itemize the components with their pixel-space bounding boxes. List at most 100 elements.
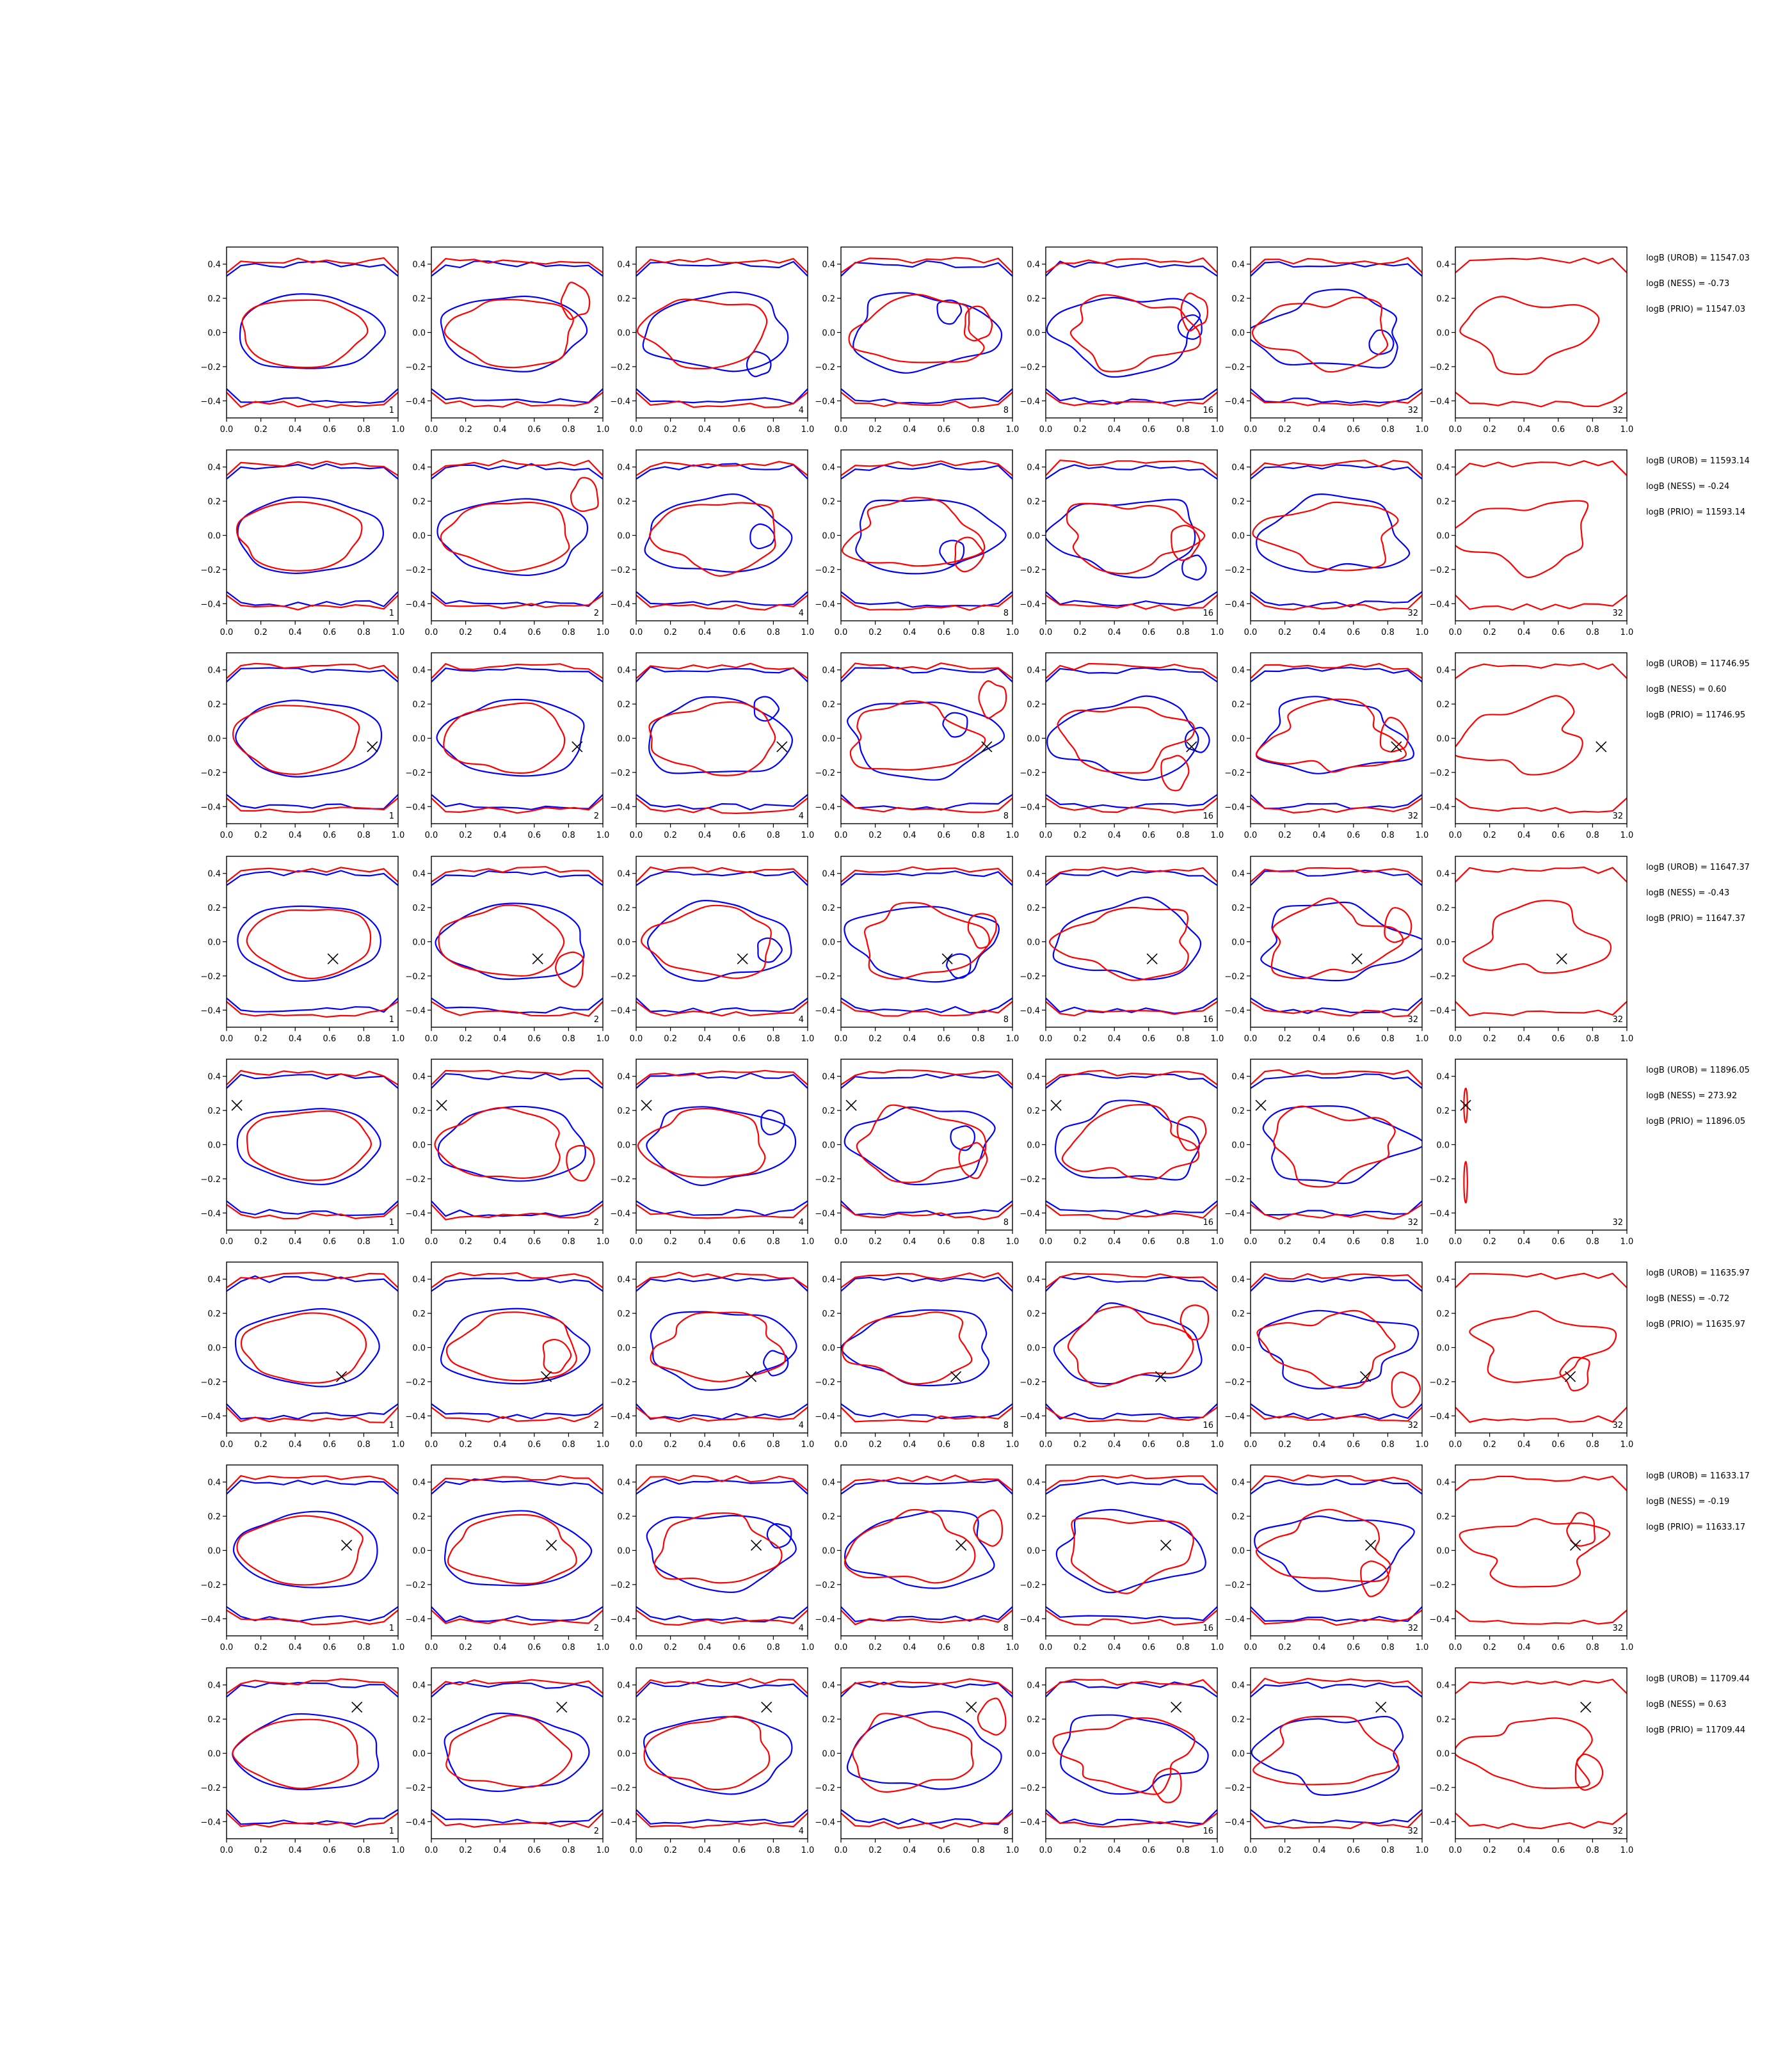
logb-annotation: logB (NESS) = 273.92 — [1646, 1091, 1737, 1101]
x-tick-label: 0.0 — [1449, 1440, 1462, 1450]
y-tick-label: −0.4 — [1020, 397, 1040, 406]
y-tick-label: 0.2 — [822, 497, 835, 507]
red-small-contour — [555, 951, 584, 988]
x-tick-label: 0.0 — [1039, 1846, 1053, 1855]
x-tick-label: 0.4 — [1313, 1846, 1326, 1855]
x-tick-label: 0.4 — [698, 628, 712, 637]
x-tick-label: 0.2 — [1073, 1440, 1087, 1450]
x-tick-label: 0.6 — [937, 425, 950, 435]
panel-r2-c2: 0.0 0.2 0.4 0.6 0.8 1.0 −0.4 −0.2 0.0 0.2 0.4 2 — [405, 449, 609, 637]
x-tick-label: 1.0 — [392, 831, 405, 840]
blue-edge-contour — [1046, 1606, 1217, 1621]
y-tick-label: 0.0 — [617, 1750, 630, 1759]
red-edge-contour — [1046, 595, 1217, 611]
contour-layer — [227, 1678, 398, 1828]
blue-small-contour — [942, 712, 968, 738]
blue-edge-contour — [431, 591, 603, 607]
x-tick-label: 0.4 — [1517, 1846, 1531, 1855]
y-tick-label: 0.2 — [1436, 904, 1450, 913]
panel-number: 16 — [1203, 812, 1213, 821]
x-tick-label: 1.0 — [1416, 425, 1429, 435]
x-tick-label: 0.6 — [527, 1237, 541, 1247]
blue-inner-contour — [232, 1510, 378, 1588]
blue-edge-contour — [1251, 1809, 1422, 1825]
x-tick-label: 1.0 — [1211, 628, 1224, 637]
y-tick-label: 0.2 — [1027, 904, 1040, 913]
red-edge-contour — [227, 797, 398, 813]
y-tick-label: −0.4 — [610, 1818, 630, 1827]
red-edge-contour — [636, 662, 808, 679]
x-tick-label: 0.0 — [220, 1846, 234, 1855]
panel-number: 32 — [1407, 1624, 1418, 1633]
y-tick-label: −0.2 — [815, 1175, 835, 1185]
y-tick-label: 0.0 — [1436, 329, 1450, 339]
y-tick-label: 0.4 — [1231, 463, 1245, 473]
x-tick-label: 0.8 — [972, 628, 985, 637]
contour-layer — [1455, 1272, 1627, 1423]
y-tick-label: 0.2 — [207, 1512, 221, 1522]
x-marker — [1186, 741, 1197, 753]
contour-layer — [841, 257, 1012, 409]
red-inner-contour — [1052, 1717, 1196, 1795]
x-tick-label: 0.4 — [698, 1034, 712, 1044]
panel-number: 32 — [1612, 1421, 1623, 1430]
blue-edge-contour — [431, 463, 603, 480]
axes-frame — [1250, 1059, 1423, 1231]
y-tick-label: 0.2 — [1231, 1107, 1245, 1116]
red-edge-contour — [1046, 460, 1217, 476]
red-inner-contour — [445, 1715, 573, 1788]
panel-number: 2 — [594, 406, 599, 415]
x-tick-label: 0.2 — [254, 1643, 268, 1652]
y-tick-label: 0.4 — [822, 1478, 835, 1488]
panel-r3-c3: 0.0 0.2 0.4 0.6 0.8 1.0 −0.4 −0.2 0.0 0.2 0.4 4 — [610, 652, 814, 840]
blue-edge-contour — [1251, 1478, 1422, 1495]
panel-number: 32 — [1407, 1827, 1418, 1836]
panel-r3-c4: 0.0 0.2 0.4 0.6 0.8 1.0 −0.4 −0.2 0.0 0.2 0.4 8 — [815, 652, 1019, 840]
panel-r2-c4: 0.0 0.2 0.4 0.6 0.8 1.0 −0.4 −0.2 0.0 0.2 0.4 8 — [815, 449, 1019, 637]
y-tick-label: 0.4 — [207, 1073, 221, 1082]
axes-frame — [431, 1464, 604, 1636]
x-tick-label: 0.0 — [630, 1034, 643, 1044]
blue-inner-contour — [235, 700, 383, 778]
blue-inner-contour — [440, 1308, 591, 1385]
red-edge-contour — [227, 1407, 398, 1423]
x-tick-label: 0.2 — [664, 425, 677, 435]
red-edge-contour — [841, 1272, 1012, 1288]
y-tick-label: 0.0 — [412, 1750, 426, 1759]
blue-inner-contour — [1053, 1302, 1203, 1385]
y-tick-label: −0.4 — [405, 397, 426, 406]
y-tick-label: −0.2 — [405, 769, 426, 778]
x-tick-label: 1.0 — [1416, 831, 1429, 840]
x-tick-label: 0.4 — [493, 1237, 507, 1247]
x-tick-label: 1.0 — [1416, 1440, 1429, 1450]
panel-number: 1 — [389, 1218, 394, 1228]
red-edge-contour — [1455, 1407, 1627, 1423]
contour-layer — [841, 1475, 1012, 1626]
red-inner-contour — [438, 904, 565, 977]
x-tick-label: 0.0 — [425, 831, 438, 840]
red-inner-contour — [852, 1713, 974, 1793]
red-inner-contour — [848, 294, 985, 364]
x-tick-label: 0.8 — [1381, 1440, 1395, 1450]
x-tick-label: 0.6 — [937, 1643, 950, 1652]
x-marker — [1351, 953, 1363, 964]
blue-small-contour — [936, 300, 963, 325]
red-inner-contour — [641, 904, 772, 979]
x-tick-label: 0.4 — [289, 831, 302, 840]
panel-number: 8 — [1004, 406, 1009, 415]
x-tick-label: 0.6 — [732, 1237, 746, 1247]
x-tick-label: 1.0 — [801, 628, 815, 637]
y-tick-label: 0.0 — [207, 1750, 221, 1759]
blue-inner-contour — [1254, 1516, 1415, 1592]
red-edge-contour — [431, 1204, 603, 1220]
y-tick-label: 0.4 — [822, 1681, 835, 1691]
y-tick-label: 0.0 — [412, 735, 426, 744]
x-tick-label: 0.4 — [903, 1643, 916, 1652]
panel-r8-c5: 0.0 0.2 0.4 0.6 0.8 1.0 −0.4 −0.2 0.0 0.2 0.4 16 — [1020, 1667, 1224, 1855]
panel-r1-c6: 0.0 0.2 0.4 0.6 0.8 1.0 −0.4 −0.2 0.0 0.2 0.4 32 — [1224, 246, 1429, 435]
x-tick-label: 0.4 — [903, 425, 916, 435]
panel-r1-c5: 0.0 0.2 0.4 0.6 0.8 1.0 −0.4 −0.2 0.0 0.2 0.4 16 — [1020, 246, 1224, 435]
blue-edge-contour — [1251, 1276, 1422, 1292]
x-tick-label: 1.0 — [1211, 425, 1224, 435]
